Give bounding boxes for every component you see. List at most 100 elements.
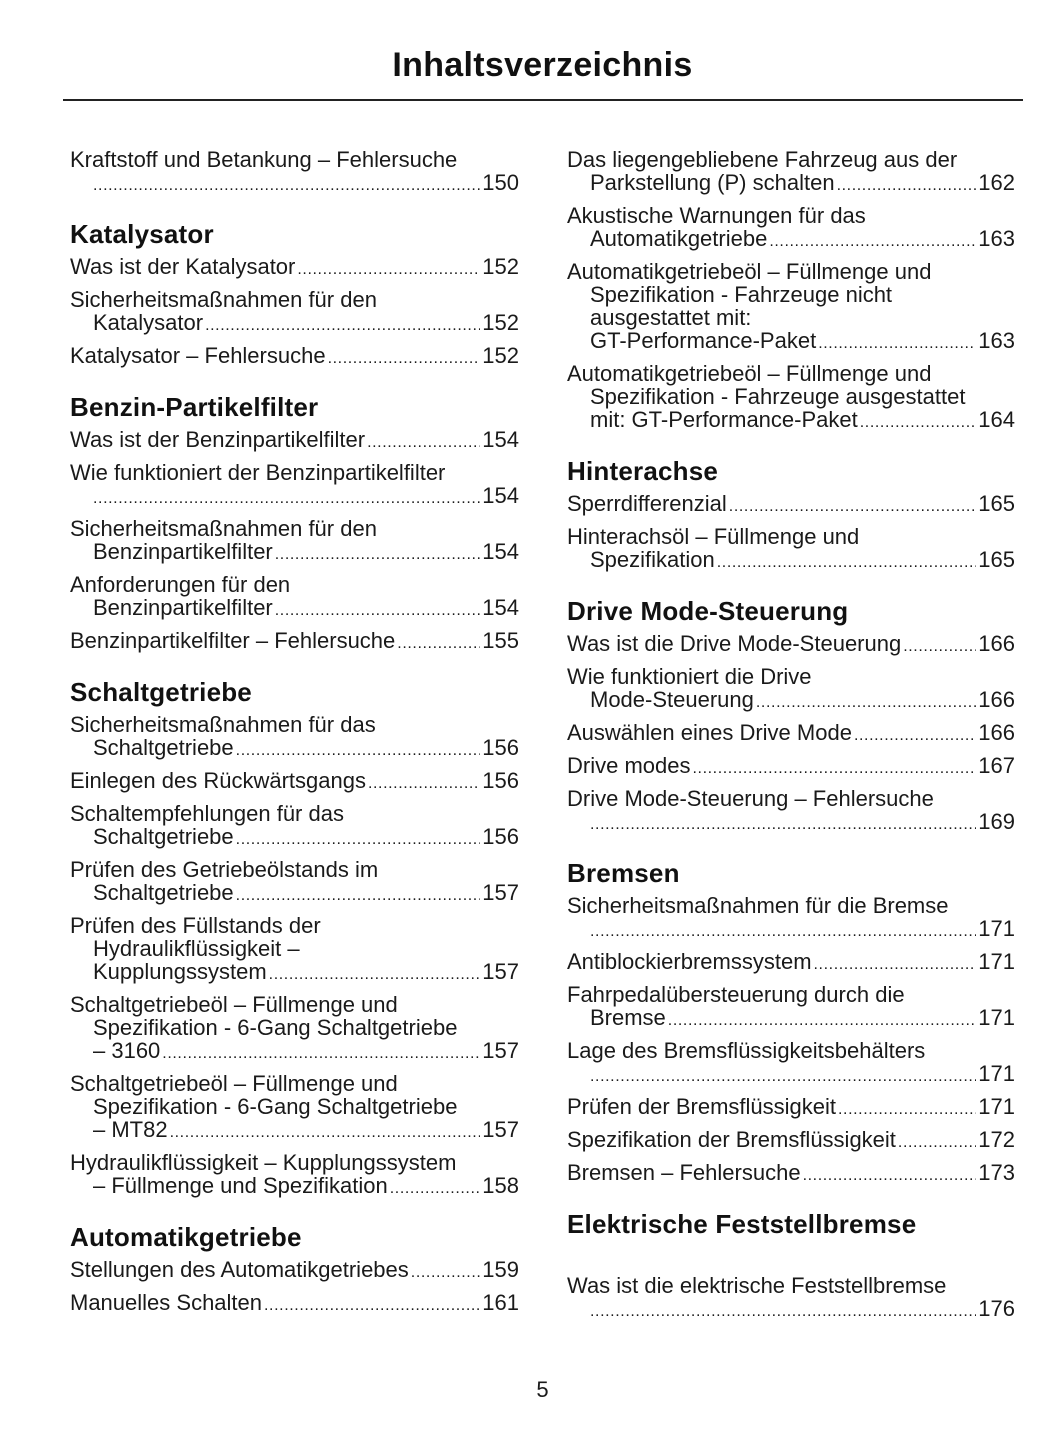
entry-title-text: Antiblockierbremssystem bbox=[567, 949, 812, 974]
toc-entry[interactable]: Wie funktioniert der Benzinpartikelfilte… bbox=[70, 461, 519, 510]
entry-title-text: Sicherheitsmaßnahmen für die Bremse bbox=[567, 893, 949, 918]
section-heading: Katalysator bbox=[70, 218, 214, 249]
entry-title-text: Hinterachsöl – Füllmenge und bbox=[567, 524, 860, 549]
entry-title-text: Spezifikation der Bremsflüssigkeit bbox=[567, 1127, 896, 1152]
entry-title-text: – MT82 bbox=[93, 1117, 168, 1142]
entry-page-number: 171 bbox=[978, 916, 1015, 941]
toc-entry[interactable]: Auswählen eines Drive Mode 166 bbox=[567, 721, 1015, 747]
dot-leader bbox=[769, 230, 976, 253]
entry-title-text: mit: GT-Performance-Paket bbox=[590, 407, 858, 432]
entry-page-number: 157 bbox=[482, 959, 519, 984]
toc-entry[interactable]: Schaltempfehlungen für das Schaltgetriebe… bbox=[70, 802, 519, 851]
dot-leader bbox=[717, 551, 977, 574]
entry-title-text: Sicherheitsmaßnahmen für das bbox=[70, 712, 376, 737]
entry-title-text: Sperrdifferenzial bbox=[567, 491, 727, 516]
toc-entry[interactable]: Das liegengebliebene Fahrzeug aus der Par… bbox=[567, 148, 1015, 197]
toc-entry[interactable]: Drive Mode-Steuerung – Fehlersuche 169 bbox=[567, 787, 1015, 836]
toc-entry[interactable]: Automatikgetriebeöl – Füllmenge und Spezi… bbox=[567, 260, 1015, 355]
entry-title-text: Hydraulikflüssigkeit – bbox=[93, 936, 300, 961]
entry-title-text: Drive Mode-Steuerung – Fehlersuche bbox=[567, 786, 934, 811]
dot-leader bbox=[390, 1177, 481, 1200]
toc-entry[interactable]: Prüfen des Getriebeölstands im Schaltgetr… bbox=[70, 858, 519, 907]
toc-entry[interactable]: Anforderungen für den Benzinpartikelfilte… bbox=[70, 573, 519, 622]
toc-entry[interactable]: Sicherheitsmaßnahmen für das Schaltgetrie… bbox=[70, 713, 519, 762]
entry-page-number: 156 bbox=[482, 768, 519, 793]
entry-title-text: Prüfen des Füllstands der bbox=[70, 913, 321, 938]
dot-leader bbox=[590, 1300, 976, 1323]
entry-page-number: 152 bbox=[482, 310, 519, 335]
section-entries: Das liegengebliebene Fahrzeug aus der Par… bbox=[567, 148, 1015, 434]
toc-entry[interactable]: Akustische Warnungen für das Automatikget… bbox=[567, 204, 1015, 253]
entry-title-text: Schaltgetriebeöl – Füllmenge und bbox=[70, 1071, 398, 1096]
toc-entry[interactable]: Was ist die Drive Mode-Steuerung 166 bbox=[567, 632, 1015, 658]
entry-line: 150 bbox=[70, 171, 519, 197]
toc-entry[interactable]: Drive modes 167 bbox=[567, 754, 1015, 780]
toc-entry[interactable]: Schaltgetriebeöl – Füllmenge und Spezifik… bbox=[70, 993, 519, 1065]
toc-entry[interactable]: Lage des Bremsflüssigkeitsbehälters 171 bbox=[567, 1039, 1015, 1088]
entry-page-number: 156 bbox=[482, 735, 519, 760]
entry-line: Spezifikation 165 bbox=[567, 548, 1015, 574]
toc-entry[interactable]: Wie funktioniert die Drive Mode-Steuerung… bbox=[567, 665, 1015, 714]
entry-title-text: Akustische Warnungen für das bbox=[567, 203, 866, 228]
entry-title-text: Wie funktioniert der Benzinpartikelfilte… bbox=[70, 460, 446, 485]
entry-page-number: 166 bbox=[978, 631, 1015, 656]
toc-entry[interactable]: Hydraulikflüssigkeit – Kupplungssystem – … bbox=[70, 1151, 519, 1200]
dot-leader bbox=[692, 757, 976, 780]
entry-line: Parkstellung (P) schalten 162 bbox=[567, 171, 1015, 197]
toc-column-left: Kraftstoff und Betankung – Fehlersuche 15… bbox=[70, 148, 519, 1324]
entry-line: Kupplungssystem 157 bbox=[70, 960, 519, 986]
entry-line: – Füllmenge und Spezifikation 158 bbox=[70, 1174, 519, 1200]
toc-entry[interactable]: Stellungen des Automatikgetriebes 159 bbox=[70, 1258, 519, 1284]
entry-page-number: 159 bbox=[482, 1257, 519, 1282]
entry-line: 171 bbox=[567, 1062, 1015, 1088]
entry-line: Was ist der Katalysator 152 bbox=[70, 255, 519, 281]
toc-entry[interactable]: Was ist der Katalysator 152 bbox=[70, 255, 519, 281]
entry-line: Lage des Bremsflüssigkeitsbehälters bbox=[567, 1039, 1015, 1062]
entry-title-text: Schaltgetriebe bbox=[93, 735, 234, 760]
entry-line: Schaltgetriebe 157 bbox=[70, 881, 519, 907]
entry-line: Drive modes 167 bbox=[567, 754, 1015, 780]
toc-entry[interactable]: Einlegen des Rückwärtsgangs 156 bbox=[70, 769, 519, 795]
entry-title-text: Prüfen des Getriebeölstands im bbox=[70, 857, 379, 882]
toc-entry[interactable]: Sicherheitsmaßnahmen für die Bremse 171 bbox=[567, 894, 1015, 943]
toc-entry[interactable]: Bremsen – Fehlersuche 173 bbox=[567, 1161, 1015, 1187]
toc-entry[interactable]: Prüfen des Füllstands der Hydraulikflüssi… bbox=[70, 914, 519, 986]
toc-entry[interactable]: Katalysator – Fehlersuche 152 bbox=[70, 344, 519, 370]
dot-leader bbox=[367, 431, 480, 454]
entry-line: Einlegen des Rückwärtsgangs 156 bbox=[70, 769, 519, 795]
entry-line: 176 bbox=[567, 1297, 1015, 1323]
toc-entry[interactable]: Automatikgetriebeöl – Füllmenge und Spezi… bbox=[567, 362, 1015, 434]
entry-line: Auswählen eines Drive Mode 166 bbox=[567, 721, 1015, 747]
entry-line: Sicherheitsmaßnahmen für den bbox=[70, 288, 519, 311]
toc-entry[interactable]: Sperrdifferenzial 165 bbox=[567, 492, 1015, 518]
toc-entry[interactable]: Prüfen der Bremsflüssigkeit 171 bbox=[567, 1095, 1015, 1121]
entry-title-text: Prüfen der Bremsflüssigkeit bbox=[567, 1094, 836, 1119]
entry-title-text: Was ist der Katalysator bbox=[70, 254, 296, 279]
entry-title-text: ausgestattet mit: bbox=[590, 305, 752, 330]
entry-line: Das liegengebliebene Fahrzeug aus der bbox=[567, 148, 1015, 171]
toc-entry[interactable]: Antiblockierbremssystem 171 bbox=[567, 950, 1015, 976]
entry-line: 154 bbox=[70, 484, 519, 510]
entry-line: Bremse 171 bbox=[567, 1006, 1015, 1032]
toc-entry[interactable]: Manuelles Schalten 161 bbox=[70, 1291, 519, 1317]
toc-entry[interactable]: Schaltgetriebeöl – Füllmenge und Spezifik… bbox=[70, 1072, 519, 1144]
toc-entry[interactable]: Was ist der Benzinpartikelfilter 154 bbox=[70, 428, 519, 454]
entry-line: Sicherheitsmaßnahmen für die Bremse bbox=[567, 894, 1015, 917]
toc-entry[interactable]: Kraftstoff und Betankung – Fehlersuche 15… bbox=[70, 148, 519, 197]
toc-section: Elektrische Feststellbremse Was ist die e… bbox=[567, 1209, 1015, 1323]
dot-leader bbox=[903, 635, 976, 658]
entry-title-text: Parkstellung (P) schalten bbox=[590, 170, 835, 195]
toc-entry[interactable]: Was ist die elektrische Feststellbremse 1… bbox=[567, 1274, 1015, 1323]
entry-title-text: Mode-Steuerung bbox=[590, 687, 754, 712]
toc-entry[interactable]: Benzinpartikelfilter – Fehlersuche 155 bbox=[70, 629, 519, 655]
toc-entry[interactable]: Spezifikation der Bremsflüssigkeit 172 bbox=[567, 1128, 1015, 1154]
toc-entry[interactable]: Hinterachsöl – Füllmenge und Spezifikatio… bbox=[567, 525, 1015, 574]
entry-title-text: Kupplungssystem bbox=[93, 959, 267, 984]
section-heading: Benzin-Partikelfilter bbox=[70, 391, 319, 422]
toc-entry[interactable]: Sicherheitsmaßnahmen für den Benzinpartik… bbox=[70, 517, 519, 566]
dot-leader bbox=[236, 739, 481, 762]
entry-line: Was ist der Benzinpartikelfilter 154 bbox=[70, 428, 519, 454]
